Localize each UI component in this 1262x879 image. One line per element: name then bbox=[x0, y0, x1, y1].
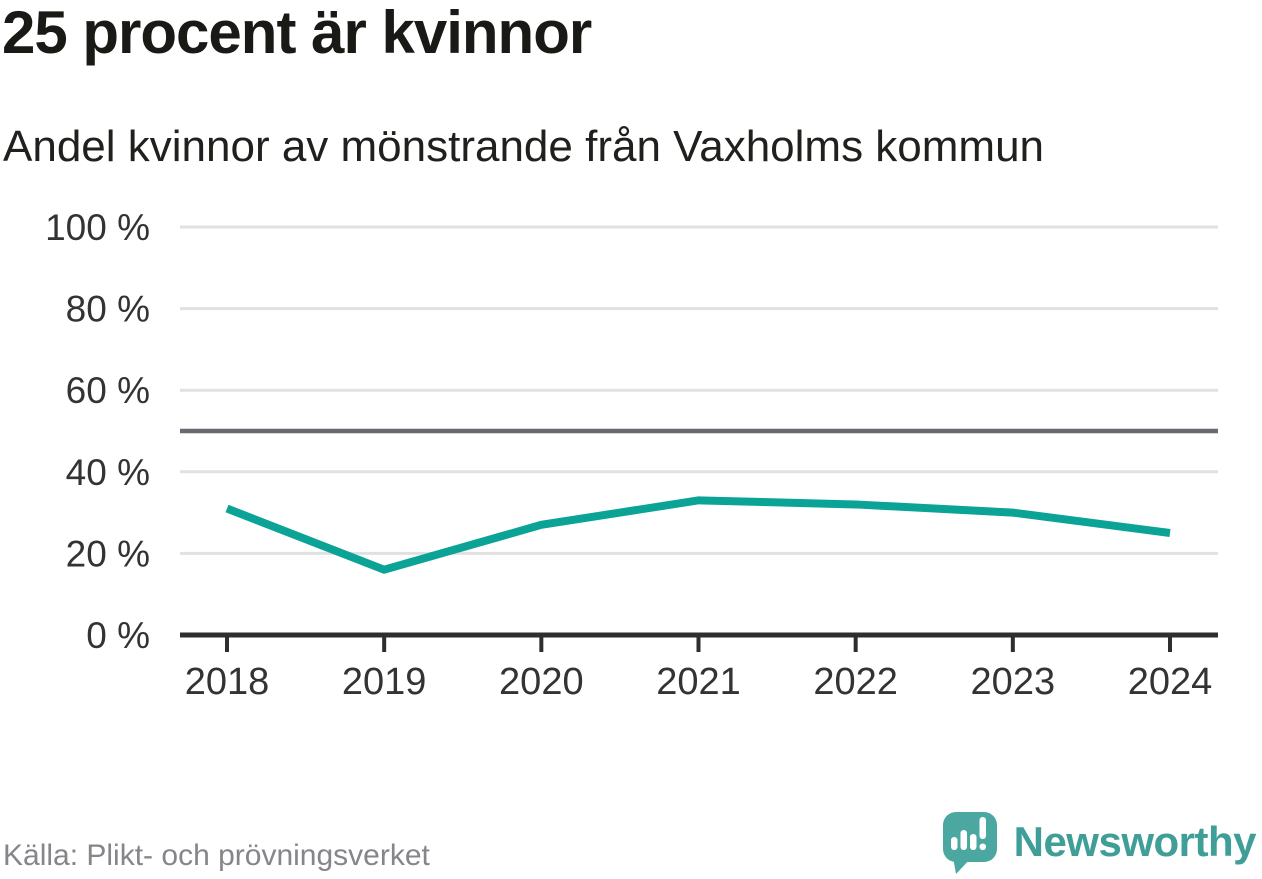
logo-bar-short bbox=[950, 837, 958, 850]
x-axis-label: 2020 bbox=[499, 661, 584, 703]
newsworthy-wordmark: Newsworthy bbox=[1013, 818, 1257, 865]
y-axis-label: 20 % bbox=[66, 533, 150, 574]
data-line-andel-kvinnor bbox=[225, 496, 1171, 574]
logo-bar-medium bbox=[969, 834, 977, 850]
logo-exclamation-dot bbox=[979, 843, 986, 850]
y-axis-label: 0 % bbox=[86, 615, 150, 656]
logo-bar-tall bbox=[960, 830, 967, 850]
newsworthy-logo-icon bbox=[942, 812, 997, 874]
x-axis-label: 2021 bbox=[656, 661, 741, 703]
x-axis-label: 2023 bbox=[971, 661, 1056, 703]
x-axis-label: 2018 bbox=[185, 661, 270, 703]
source-note: Källa: Plikt- och prövningsverket bbox=[3, 839, 430, 872]
x-axis-label: 2019 bbox=[342, 661, 427, 703]
y-axis-label: 100 % bbox=[45, 207, 150, 248]
newsworthy-logo: Newsworthy bbox=[940, 810, 1257, 874]
chart-title: 25 procent är kvinnor bbox=[2, 0, 592, 66]
x-axis-label: 2022 bbox=[813, 661, 898, 703]
y-axis-label: 40 % bbox=[66, 452, 150, 493]
x-axis-label: 2024 bbox=[1128, 661, 1213, 703]
chart-subtitle: Andel kvinnor av mönstrande från Vaxholm… bbox=[3, 122, 1045, 171]
y-axis-label: 60 % bbox=[66, 370, 150, 411]
logo-exclamation-bar bbox=[979, 817, 986, 839]
y-axis-label: 80 % bbox=[66, 289, 150, 330]
